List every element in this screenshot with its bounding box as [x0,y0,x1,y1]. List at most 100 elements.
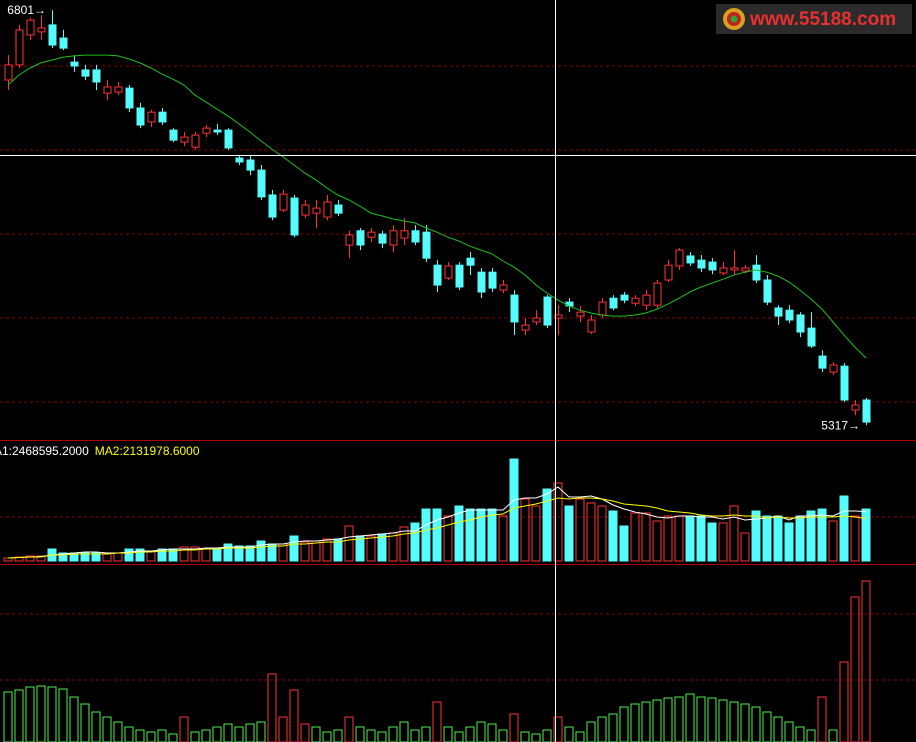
bar [498,515,508,562]
candle-body [697,259,706,269]
bar [520,731,530,742]
bar [454,731,464,742]
candle-body [92,69,101,83]
bar [773,515,783,562]
candle-body [81,69,90,77]
candle-body [598,301,607,316]
candle-body [400,230,409,239]
bar [190,546,200,562]
bar [762,711,772,742]
bar [542,488,552,562]
bar [102,716,112,742]
bar [212,726,222,742]
bar [542,729,552,742]
bar [58,552,68,562]
bar [553,482,563,562]
bar [344,716,354,742]
candle-body [532,317,541,323]
bar [36,685,46,742]
bar [674,696,684,742]
bar [575,498,585,562]
bar [69,696,79,742]
candle-body [114,86,123,93]
logo: www.55188.com [716,4,912,34]
bar [795,515,805,562]
bar [498,729,508,742]
bar [322,538,332,562]
candle-body [741,267,750,272]
bar [641,512,651,562]
candle-body [719,267,728,274]
bar [355,726,365,742]
bar [91,711,101,742]
bar [575,731,585,742]
candle-body [631,297,640,304]
candle-body [4,64,13,81]
candle-body [37,27,46,33]
bar [245,545,255,562]
bar [234,545,244,562]
volume-average [7,486,867,559]
bar [817,696,827,742]
bar [839,495,849,562]
bar [432,508,442,562]
bar [608,510,618,562]
bar [619,706,629,742]
candle-body [851,404,860,411]
candle-body [125,87,134,109]
bar [113,721,123,742]
bar [707,697,717,742]
candle-body [796,314,805,333]
bar [311,726,321,742]
bar [421,508,431,562]
candle-body [202,127,211,134]
bar [839,661,849,742]
bar [124,726,134,742]
bar [278,716,288,742]
candle-body [499,284,508,291]
bar [740,532,750,562]
bar [476,721,486,742]
candle-body [268,194,277,218]
candle-body [785,309,794,321]
bar [564,726,574,742]
low-label: 5317→ [821,418,860,432]
candle-body [444,265,453,279]
bar [597,505,607,562]
candle-body [257,169,266,198]
bar [113,552,123,562]
candle-body [323,201,332,218]
bar [586,502,596,562]
bar [58,688,68,742]
candle-body [730,267,739,271]
bar [861,580,871,742]
bar [443,726,453,742]
bar [223,543,233,562]
bar [850,596,860,742]
candle-body [422,231,431,259]
candle-body [158,111,167,123]
candle-body [840,365,849,401]
bar [47,686,57,742]
logo-text: www.55188.com [749,9,896,30]
bar [300,723,310,742]
bar [828,520,838,562]
candle-body [213,129,222,133]
bar [234,726,244,742]
bar [3,691,13,742]
bar [179,716,189,742]
bar [531,505,541,562]
bar [531,733,541,742]
bar [729,701,739,742]
bar [25,555,35,562]
candle-body [70,61,79,67]
candle-body [26,19,35,36]
bar [190,731,200,742]
bar [740,703,750,742]
grid [0,65,916,681]
bar [399,721,409,742]
candle-body [301,204,310,216]
bar [553,716,563,742]
bar [641,701,651,742]
